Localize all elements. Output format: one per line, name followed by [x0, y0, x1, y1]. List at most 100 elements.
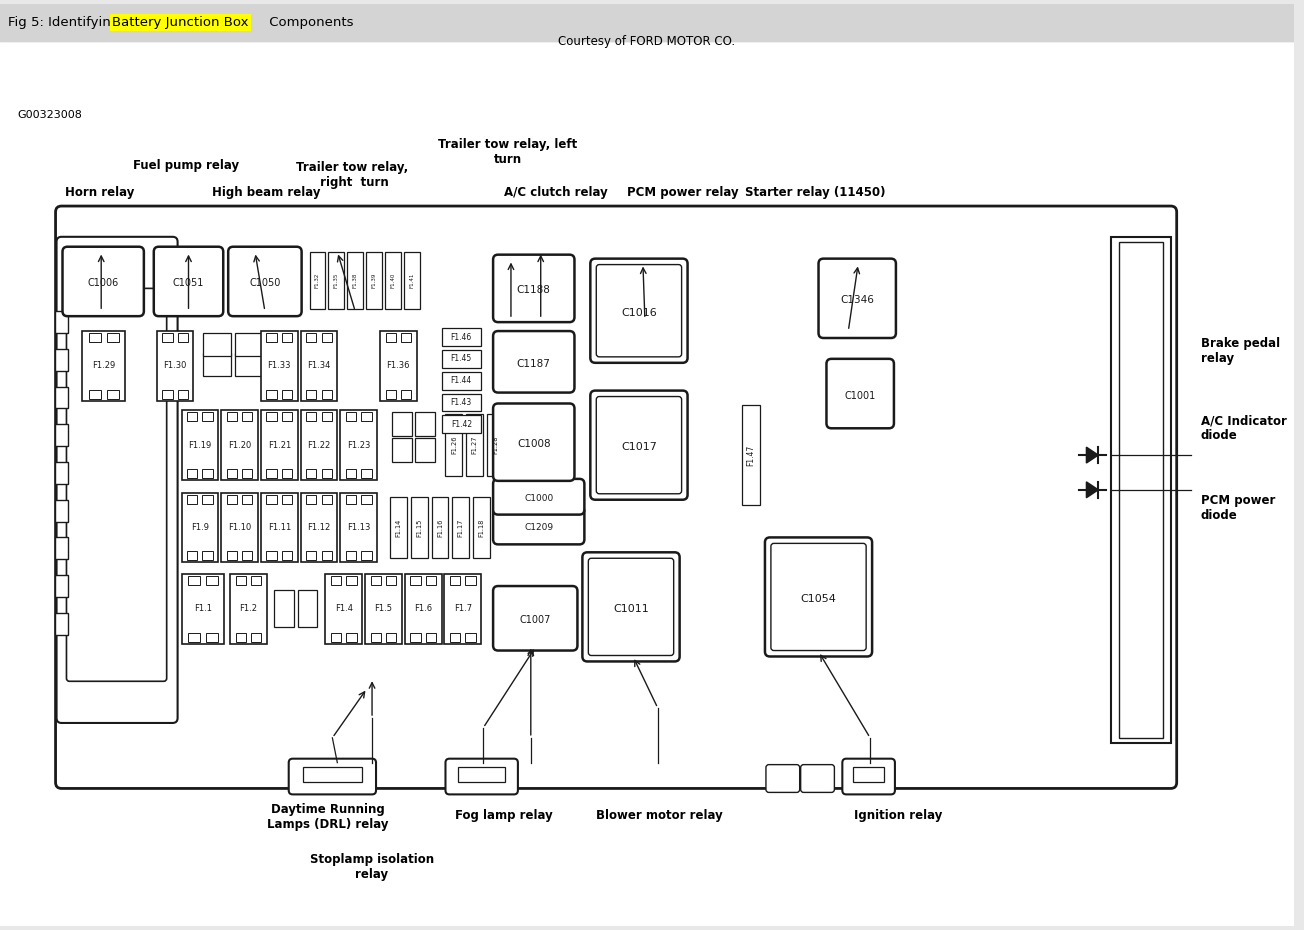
Bar: [282, 390, 292, 399]
Bar: [243, 551, 253, 560]
Bar: [231, 574, 267, 644]
Bar: [188, 576, 200, 585]
Bar: [202, 551, 213, 560]
Bar: [266, 469, 276, 478]
FancyBboxPatch shape: [819, 259, 896, 338]
FancyBboxPatch shape: [588, 558, 674, 656]
Bar: [385, 252, 400, 310]
Text: C1008: C1008: [516, 439, 550, 449]
Bar: [235, 333, 263, 356]
Bar: [266, 495, 276, 504]
Bar: [331, 576, 342, 585]
FancyBboxPatch shape: [591, 391, 687, 499]
Text: F1.46: F1.46: [451, 333, 472, 341]
Bar: [236, 576, 246, 585]
Text: C1054: C1054: [801, 594, 836, 604]
Bar: [346, 469, 356, 478]
Text: F1.41: F1.41: [409, 272, 415, 288]
Text: F1.45: F1.45: [451, 354, 472, 364]
FancyBboxPatch shape: [67, 288, 167, 682]
Bar: [261, 331, 297, 401]
Text: F1.6: F1.6: [415, 604, 432, 614]
Text: F1.1: F1.1: [194, 604, 211, 614]
Bar: [177, 333, 188, 342]
Bar: [274, 590, 293, 627]
Bar: [488, 415, 505, 476]
Bar: [0, 4, 1294, 41]
Bar: [393, 412, 412, 436]
Text: Ignition relay: Ignition relay: [854, 809, 941, 822]
FancyBboxPatch shape: [56, 237, 177, 723]
FancyBboxPatch shape: [228, 246, 301, 316]
Text: F1.19: F1.19: [188, 441, 211, 450]
Bar: [222, 410, 258, 480]
Text: F1.18: F1.18: [479, 518, 485, 537]
Bar: [404, 252, 420, 310]
Bar: [306, 333, 317, 342]
Text: F1.36: F1.36: [386, 361, 409, 370]
Bar: [206, 576, 218, 585]
Bar: [473, 497, 490, 558]
Bar: [347, 252, 363, 310]
Bar: [55, 349, 68, 371]
Bar: [181, 493, 218, 563]
Bar: [466, 632, 476, 642]
Text: F1.15: F1.15: [416, 518, 422, 537]
Bar: [282, 551, 292, 560]
Text: F1.4: F1.4: [335, 604, 353, 614]
Text: C1006: C1006: [87, 278, 119, 288]
Bar: [459, 766, 505, 782]
Text: F1.47: F1.47: [747, 445, 755, 466]
Bar: [415, 438, 434, 462]
Bar: [162, 333, 172, 342]
Bar: [442, 372, 481, 390]
Bar: [309, 252, 326, 310]
Bar: [379, 331, 417, 401]
Bar: [411, 497, 428, 558]
FancyBboxPatch shape: [493, 331, 575, 392]
Text: F1.32: F1.32: [316, 272, 319, 288]
Bar: [266, 333, 276, 342]
Text: C1001: C1001: [845, 391, 876, 401]
Bar: [282, 412, 292, 421]
Bar: [181, 574, 224, 644]
Text: F1.14: F1.14: [395, 518, 402, 537]
Bar: [186, 469, 197, 478]
FancyBboxPatch shape: [446, 759, 518, 794]
Bar: [1119, 242, 1163, 737]
Text: Trailer tow relay, left
turn: Trailer tow relay, left turn: [438, 139, 578, 166]
Bar: [853, 766, 884, 782]
Bar: [306, 551, 317, 560]
Text: PCM power relay: PCM power relay: [627, 186, 738, 199]
Bar: [450, 632, 460, 642]
Bar: [442, 350, 481, 367]
Bar: [222, 493, 258, 563]
Bar: [297, 590, 317, 627]
Text: F1.16: F1.16: [437, 518, 443, 537]
Text: Trailer tow relay,
 right  turn: Trailer tow relay, right turn: [296, 161, 408, 190]
Bar: [55, 462, 68, 484]
Bar: [202, 412, 213, 421]
Bar: [55, 538, 68, 559]
Text: F1.44: F1.44: [451, 376, 472, 385]
Bar: [425, 576, 436, 585]
FancyBboxPatch shape: [801, 764, 835, 792]
Text: F1.22: F1.22: [308, 441, 331, 450]
Bar: [331, 632, 342, 642]
Text: C1017: C1017: [621, 442, 657, 452]
Text: F1.17: F1.17: [458, 518, 464, 537]
Bar: [55, 499, 68, 522]
Text: F1.11: F1.11: [267, 523, 291, 532]
Bar: [306, 390, 317, 399]
Bar: [301, 410, 338, 480]
Bar: [82, 331, 125, 401]
Bar: [361, 412, 372, 421]
Bar: [282, 495, 292, 504]
Bar: [89, 333, 100, 342]
Bar: [252, 632, 261, 642]
Text: C1346: C1346: [840, 296, 874, 305]
Bar: [55, 575, 68, 597]
Bar: [361, 551, 372, 560]
Text: Components: Components: [265, 16, 353, 29]
Bar: [107, 390, 119, 399]
